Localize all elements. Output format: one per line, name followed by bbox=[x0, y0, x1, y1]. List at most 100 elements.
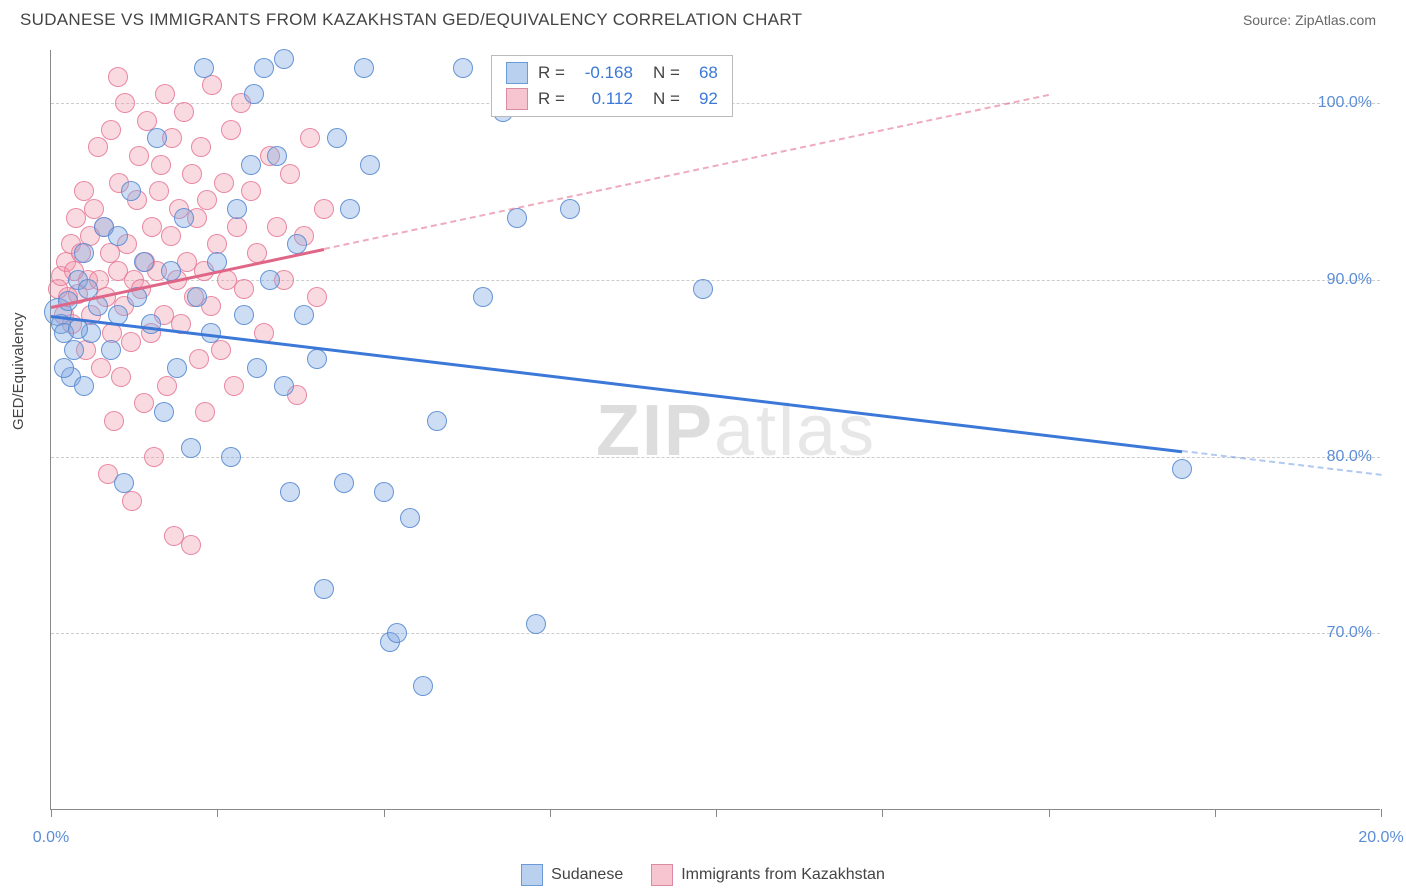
scatter-point bbox=[122, 491, 142, 511]
header: SUDANESE VS IMMIGRANTS FROM KAZAKHSTAN G… bbox=[0, 0, 1406, 36]
y-axis-label: GED/Equivalency bbox=[10, 312, 27, 430]
scatter-point bbox=[181, 535, 201, 555]
scatter-point bbox=[300, 128, 320, 148]
legend-item-kazakhstan: Immigrants from Kazakhstan bbox=[651, 864, 885, 886]
scatter-point bbox=[194, 58, 214, 78]
scatter-point bbox=[274, 376, 294, 396]
scatter-point bbox=[340, 199, 360, 219]
scatter-point bbox=[327, 128, 347, 148]
scatter-point bbox=[1172, 459, 1192, 479]
scatter-point bbox=[247, 358, 267, 378]
scatter-point bbox=[181, 438, 201, 458]
stats-row: R =0.112N =92 bbox=[492, 86, 732, 112]
scatter-point bbox=[91, 358, 111, 378]
scatter-point bbox=[202, 75, 222, 95]
scatter-point bbox=[354, 58, 374, 78]
scatter-point bbox=[360, 155, 380, 175]
x-tick bbox=[1215, 809, 1216, 817]
watermark: ZIPatlas bbox=[596, 390, 876, 472]
scatter-point bbox=[144, 447, 164, 467]
scatter-point bbox=[374, 482, 394, 502]
scatter-point bbox=[101, 340, 121, 360]
scatter-point bbox=[149, 181, 169, 201]
scatter-point bbox=[307, 287, 327, 307]
scatter-point bbox=[121, 181, 141, 201]
scatter-point bbox=[195, 402, 215, 422]
scatter-point bbox=[174, 208, 194, 228]
x-tick bbox=[882, 809, 883, 817]
scatter-point bbox=[241, 155, 261, 175]
scatter-point bbox=[221, 120, 241, 140]
x-tick-label: 20.0% bbox=[1358, 829, 1403, 847]
gridline bbox=[51, 633, 1380, 634]
stats-box: R =-0.168N =68R =0.112N =92 bbox=[491, 55, 733, 117]
scatter-point bbox=[224, 376, 244, 396]
scatter-point bbox=[473, 287, 493, 307]
scatter-point bbox=[221, 447, 241, 467]
y-tick-label: 100.0% bbox=[1318, 94, 1372, 112]
scatter-point bbox=[187, 287, 207, 307]
scatter-point bbox=[234, 279, 254, 299]
scatter-point bbox=[413, 676, 433, 696]
scatter-point bbox=[241, 181, 261, 201]
scatter-point bbox=[227, 199, 247, 219]
legend-swatch-blue bbox=[521, 864, 543, 886]
scatter-point bbox=[111, 367, 131, 387]
scatter-point bbox=[280, 482, 300, 502]
y-tick-label: 90.0% bbox=[1327, 271, 1372, 289]
chart-title: SUDANESE VS IMMIGRANTS FROM KAZAKHSTAN G… bbox=[20, 10, 802, 30]
stats-row: R =-0.168N =68 bbox=[492, 60, 732, 86]
scatter-point bbox=[254, 58, 274, 78]
scatter-point bbox=[64, 340, 84, 360]
scatter-point bbox=[453, 58, 473, 78]
scatter-point bbox=[191, 137, 211, 157]
scatter-point bbox=[387, 623, 407, 643]
x-tick bbox=[550, 809, 551, 817]
scatter-point bbox=[174, 102, 194, 122]
stats-swatch bbox=[506, 88, 528, 110]
scatter-point bbox=[507, 208, 527, 228]
y-tick-label: 70.0% bbox=[1327, 624, 1372, 642]
scatter-point bbox=[154, 402, 174, 422]
stats-swatch bbox=[506, 62, 528, 84]
scatter-point bbox=[334, 473, 354, 493]
scatter-point bbox=[66, 208, 86, 228]
scatter-point bbox=[211, 340, 231, 360]
scatter-point bbox=[151, 155, 171, 175]
stat-n-label: N = bbox=[653, 63, 680, 83]
trend-line bbox=[51, 315, 1182, 453]
scatter-point bbox=[182, 164, 202, 184]
scatter-point bbox=[234, 305, 254, 325]
scatter-point bbox=[267, 146, 287, 166]
trend-line-dashed bbox=[323, 94, 1048, 250]
chart-plot-area: 70.0%80.0%90.0%100.0%0.0%20.0%ZIPatlasR … bbox=[50, 50, 1380, 810]
scatter-point bbox=[274, 49, 294, 69]
scatter-point bbox=[108, 67, 128, 87]
scatter-point bbox=[314, 199, 334, 219]
scatter-point bbox=[114, 473, 134, 493]
scatter-point bbox=[267, 217, 287, 237]
stat-n-value: 92 bbox=[690, 89, 718, 109]
scatter-point bbox=[294, 305, 314, 325]
scatter-point bbox=[134, 393, 154, 413]
scatter-point bbox=[115, 93, 135, 113]
x-tick bbox=[217, 809, 218, 817]
scatter-point bbox=[134, 252, 154, 272]
scatter-point bbox=[260, 270, 280, 290]
scatter-point bbox=[244, 84, 264, 104]
x-tick bbox=[716, 809, 717, 817]
y-tick-label: 80.0% bbox=[1327, 448, 1372, 466]
x-tick-label: 0.0% bbox=[33, 829, 69, 847]
x-tick bbox=[51, 809, 52, 817]
scatter-point bbox=[147, 128, 167, 148]
scatter-point bbox=[68, 319, 88, 339]
scatter-point bbox=[693, 279, 713, 299]
x-tick bbox=[1049, 809, 1050, 817]
scatter-point bbox=[157, 376, 177, 396]
scatter-point bbox=[74, 243, 94, 263]
stat-r-label: R = bbox=[538, 89, 565, 109]
scatter-point bbox=[400, 508, 420, 528]
bottom-legend: Sudanese Immigrants from Kazakhstan bbox=[0, 864, 1406, 886]
scatter-point bbox=[88, 137, 108, 157]
scatter-point bbox=[54, 358, 74, 378]
